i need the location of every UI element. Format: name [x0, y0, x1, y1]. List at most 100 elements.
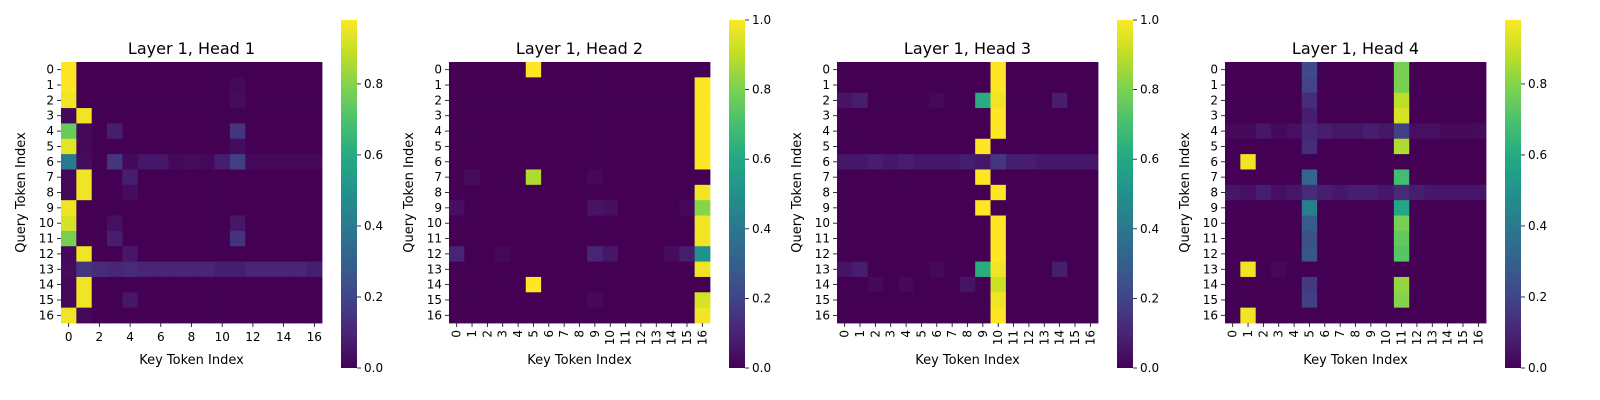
heatmap-cell	[1470, 92, 1487, 109]
x-tick-label: 1	[465, 330, 479, 338]
heatmap-cell	[541, 246, 557, 262]
heatmap-cell	[883, 138, 899, 155]
heatmap-cell	[883, 292, 899, 309]
heatmap-cell	[913, 230, 930, 247]
heatmap-cell	[449, 292, 465, 309]
heatmap-cell	[679, 92, 696, 109]
heatmap-cell	[571, 77, 588, 94]
heatmap-cell	[1363, 200, 1379, 216]
heatmap-cell	[306, 230, 323, 247]
heatmap-cell	[291, 123, 308, 140]
heatmap-cell	[867, 292, 884, 309]
heatmap-cell	[260, 292, 277, 309]
heatmap-cell	[633, 307, 649, 324]
heatmap-cell	[587, 77, 603, 94]
heatmap-cell	[495, 307, 511, 324]
heatmap-cell	[679, 200, 696, 216]
heatmap-cell	[571, 123, 588, 140]
heatmap-cell	[245, 276, 261, 293]
heatmap-cell	[199, 108, 215, 124]
heatmap-cell	[525, 108, 542, 124]
heatmap-cell	[525, 77, 542, 94]
heatmap-cell	[214, 138, 231, 155]
heatmap-cell	[199, 292, 215, 309]
heatmap-cell	[449, 184, 465, 201]
heatmap-cell	[122, 307, 139, 324]
heatmap-cell	[1082, 108, 1099, 124]
heatmap-cell	[648, 108, 665, 124]
heatmap-cell	[61, 230, 77, 247]
heatmap-cell	[556, 292, 573, 309]
x-tick-label: 9	[588, 330, 602, 338]
heatmap-cell	[76, 261, 93, 278]
heatmap-cell	[495, 154, 511, 170]
heatmap-cell	[1409, 215, 1425, 232]
heatmap-cell	[959, 154, 976, 170]
heatmap-cell	[587, 184, 603, 201]
heatmap-cell	[183, 215, 200, 232]
heatmap-cell	[617, 108, 634, 124]
heatmap-cell	[168, 138, 185, 155]
x-tick-label: 13	[649, 330, 663, 345]
x-tick-label: 11	[1395, 330, 1409, 345]
heatmap-cell	[556, 307, 573, 324]
heatmap-cell	[214, 123, 231, 140]
x-tick-label: 0	[838, 330, 852, 338]
heatmap-cell	[1255, 292, 1272, 309]
heatmap-cell	[1005, 292, 1022, 309]
heatmap-cell	[229, 261, 246, 278]
heatmap-cell	[137, 138, 154, 155]
heatmap-cell	[898, 154, 915, 170]
colorbar-tick-label: 0.8	[752, 83, 771, 97]
heatmap-cell	[153, 184, 169, 201]
heatmap-cell	[1301, 246, 1318, 262]
heatmap-cell	[1409, 200, 1425, 216]
heatmap-cell	[1470, 261, 1487, 278]
heatmap-cell	[1363, 77, 1379, 94]
heatmap-cell	[944, 307, 961, 324]
heatmap-cell	[1271, 169, 1287, 186]
heatmap-cell	[617, 154, 634, 170]
heatmap-cell	[1082, 261, 1099, 278]
heatmap-cell	[1393, 154, 1410, 170]
heatmap-cell	[229, 200, 246, 216]
heatmap-cell	[137, 123, 154, 140]
heatmap-cell	[898, 92, 915, 109]
heatmap-cell	[633, 215, 649, 232]
heatmap-cell	[306, 123, 323, 140]
heatmap-cell	[1051, 184, 1068, 201]
heatmap-cell	[990, 261, 1007, 278]
heatmap-cell	[183, 169, 200, 186]
heatmap-cell	[1439, 62, 1456, 78]
y-tick-label: 16	[427, 308, 442, 322]
heatmap-cell	[959, 138, 976, 155]
y-tick-label: 13	[39, 262, 54, 276]
heatmap-cell	[1470, 123, 1487, 140]
heatmap-cell	[1317, 123, 1333, 140]
x-tick-label: 9	[976, 330, 990, 338]
heatmap-cell	[291, 292, 308, 309]
heatmap-cell	[913, 215, 930, 232]
heatmap-cell	[107, 200, 123, 216]
heatmap-cell	[1455, 138, 1472, 155]
heatmap-cell	[1332, 276, 1349, 293]
heatmap-cell	[291, 92, 308, 109]
heatmap-cell	[91, 62, 108, 78]
heatmap-cell	[260, 169, 277, 186]
heatmap-cell	[1036, 292, 1053, 309]
heatmap-cell	[153, 261, 169, 278]
heatmap-cell	[1225, 169, 1241, 186]
heatmap-cell	[648, 261, 665, 278]
x-tick-label: 15	[1068, 330, 1082, 345]
heatmap-cell	[1286, 215, 1303, 232]
heatmap-cell	[913, 62, 930, 78]
heatmap-cell	[1439, 92, 1456, 109]
heatmap-cell	[1301, 169, 1318, 186]
heatmap-cell	[91, 276, 108, 293]
heatmap-cell	[525, 62, 542, 78]
heatmap-cell	[1286, 169, 1303, 186]
heatmap-cell	[867, 276, 884, 293]
heatmap-cell	[1455, 261, 1472, 278]
heatmap-cell	[1347, 292, 1364, 309]
heatmap-cell	[617, 77, 634, 94]
